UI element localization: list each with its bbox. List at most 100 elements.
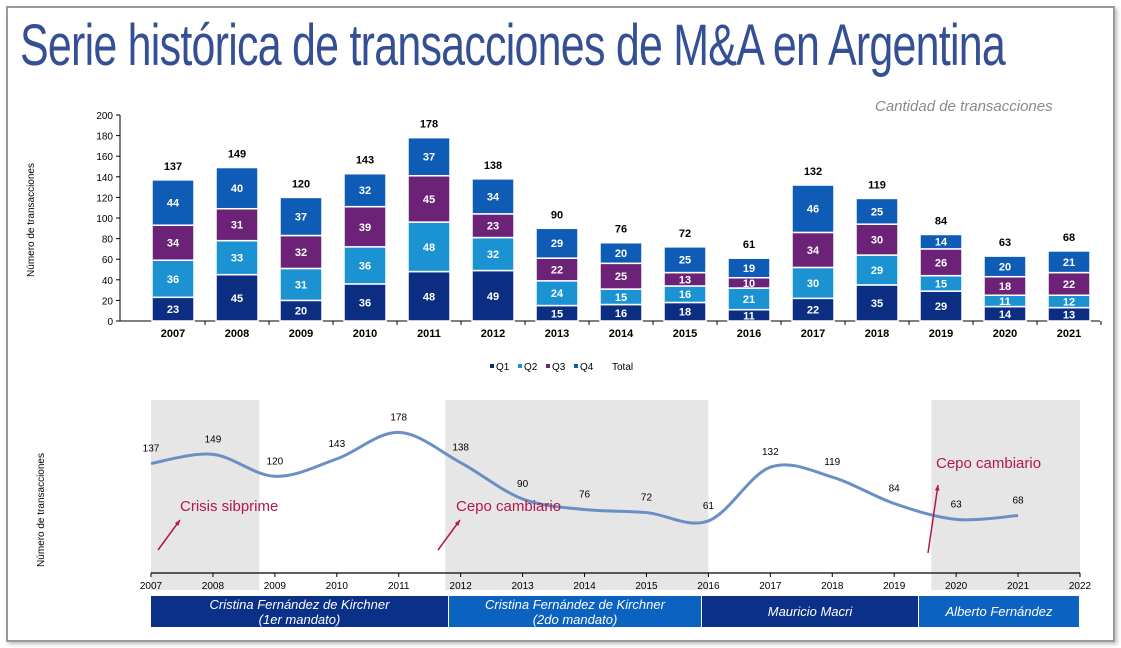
x-tick-label: 2016 (737, 328, 761, 340)
annotation-label: Cepo cambiario (456, 498, 561, 515)
x-tick-label: 2014 (609, 328, 634, 340)
bar-q4-2008 (215, 166, 259, 210)
line-x-tick-label: 2014 (573, 581, 596, 592)
bar-q4-2018 (855, 197, 899, 225)
bar-value-label: 16 (679, 289, 691, 301)
bar-total-label: 68 (1063, 232, 1075, 244)
government-period: Alberto Fernández (919, 596, 1079, 627)
bar-value-label: 36 (359, 297, 371, 309)
line-point-label: 137 (143, 443, 160, 454)
bar-value-label: 48 (423, 242, 435, 254)
shaded-period (151, 400, 260, 590)
y-tick-label: 80 (102, 235, 114, 246)
bar-q4-2020 (983, 255, 1027, 278)
x-tick-label: 2019 (929, 328, 953, 340)
shaded-period (931, 400, 1080, 590)
bar-value-label: 24 (551, 288, 564, 300)
bar-total-label: 138 (484, 160, 502, 172)
bar-value-label: 29 (871, 265, 883, 277)
y-tick-label: 60 (102, 255, 114, 266)
line-point-label: 72 (641, 493, 653, 504)
bar-q4-2012 (471, 178, 515, 215)
line-x-tick-label: 2018 (821, 581, 844, 592)
bar-value-label: 40 (231, 183, 243, 195)
arrow-head-icon (454, 520, 460, 526)
bar-value-label: 45 (231, 293, 243, 305)
bar-value-label: 18 (679, 307, 691, 319)
y-tick-label: 0 (107, 317, 113, 328)
line-point-label: 120 (267, 456, 284, 467)
bar-q4-2021 (1047, 250, 1091, 274)
bar-q3-2017 (791, 231, 835, 269)
page-title: Serie histórica de transacciones de M&A … (20, 13, 1006, 78)
bar-value-label: 31 (295, 279, 307, 291)
bar-value-label: 30 (807, 278, 819, 290)
bar-q1-2012 (471, 269, 515, 322)
y-axis-label: Número de transacciones (26, 163, 37, 277)
bar-value-label: 34 (807, 245, 820, 257)
bar-total-label: 120 (292, 178, 310, 190)
bar-value-label: 22 (1063, 279, 1075, 291)
government-period: Cristina Fernández de Kirchner (1er manda… (151, 596, 448, 627)
x-tick-label: 2018 (865, 328, 889, 340)
bar-value-label: 34 (487, 191, 500, 203)
line-point-label: 90 (517, 479, 529, 490)
bar-q2-2013 (535, 280, 579, 307)
line-x-tick-label: 2021 (1007, 581, 1030, 592)
bar-value-label: 29 (935, 301, 947, 313)
x-tick-label: 2017 (801, 328, 825, 340)
bar-value-label: 14 (935, 237, 948, 249)
government-name: Alberto Fernández (945, 604, 1053, 619)
arrow-head-icon (174, 520, 180, 526)
line-x-tick-label: 2019 (883, 581, 906, 592)
bar-value-label: 36 (167, 274, 179, 286)
bar-value-label: 19 (743, 263, 755, 275)
bar-total-label: 149 (228, 149, 246, 161)
bar-total-label: 72 (679, 228, 691, 240)
bar-q4-2010 (343, 172, 387, 208)
x-tick-label: 2008 (225, 328, 249, 340)
line-y-axis-label: Número de transacciones (36, 453, 47, 567)
bar-value-label: 16 (615, 308, 627, 320)
bar-value-label: 10 (743, 278, 755, 290)
bar-value-label: 20 (295, 306, 307, 318)
x-tick-label: 2011 (417, 328, 441, 340)
line-x-tick-label: 2013 (511, 581, 534, 592)
bar-value-label: 15 (935, 278, 947, 290)
bar-q4-2009 (279, 196, 323, 237)
line-x-tick-label: 2015 (635, 581, 658, 592)
bar-q4-2016 (727, 257, 771, 279)
line-point-label: 143 (328, 439, 345, 450)
bar-q4-2013 (535, 227, 579, 259)
line-point-label: 76 (579, 490, 591, 501)
bar-value-label: 29 (551, 238, 563, 250)
government-name: Cristina Fernández de Kirchner (485, 596, 665, 612)
line-point-label: 84 (889, 483, 901, 494)
line-x-tick-label: 2016 (697, 581, 720, 592)
bar-total-label: 119 (868, 179, 886, 191)
x-tick-label: 2021 (1057, 328, 1081, 340)
y-tick-label: 140 (96, 173, 113, 184)
government-period: Cristina Fernández de Kirchner (2do manda… (449, 596, 701, 627)
bar-value-label: 13 (679, 274, 691, 286)
bar-value-label: 21 (1063, 257, 1075, 269)
x-tick-label: 2012 (481, 328, 505, 340)
bar-q2-2010 (343, 246, 387, 285)
bar-value-label: 49 (487, 291, 499, 303)
bar-value-label: 48 (423, 291, 435, 303)
bar-value-label: 32 (487, 249, 499, 261)
bar-value-label: 46 (807, 204, 819, 216)
line-point-label: 178 (390, 412, 407, 423)
bar-total-label: 63 (999, 237, 1011, 249)
bar-total-label: 137 (164, 161, 182, 173)
bar-value-label: 37 (423, 152, 435, 164)
bar-q4-2014 (599, 241, 643, 265)
bar-value-label: 26 (935, 257, 947, 269)
line-point-label: 149 (205, 434, 222, 445)
bar-value-label: 45 (423, 194, 435, 206)
bar-total-label: 61 (743, 239, 755, 251)
shaded-period (445, 400, 709, 590)
line-x-tick-label: 2008 (202, 581, 225, 592)
bar-value-label: 20 (615, 248, 627, 260)
